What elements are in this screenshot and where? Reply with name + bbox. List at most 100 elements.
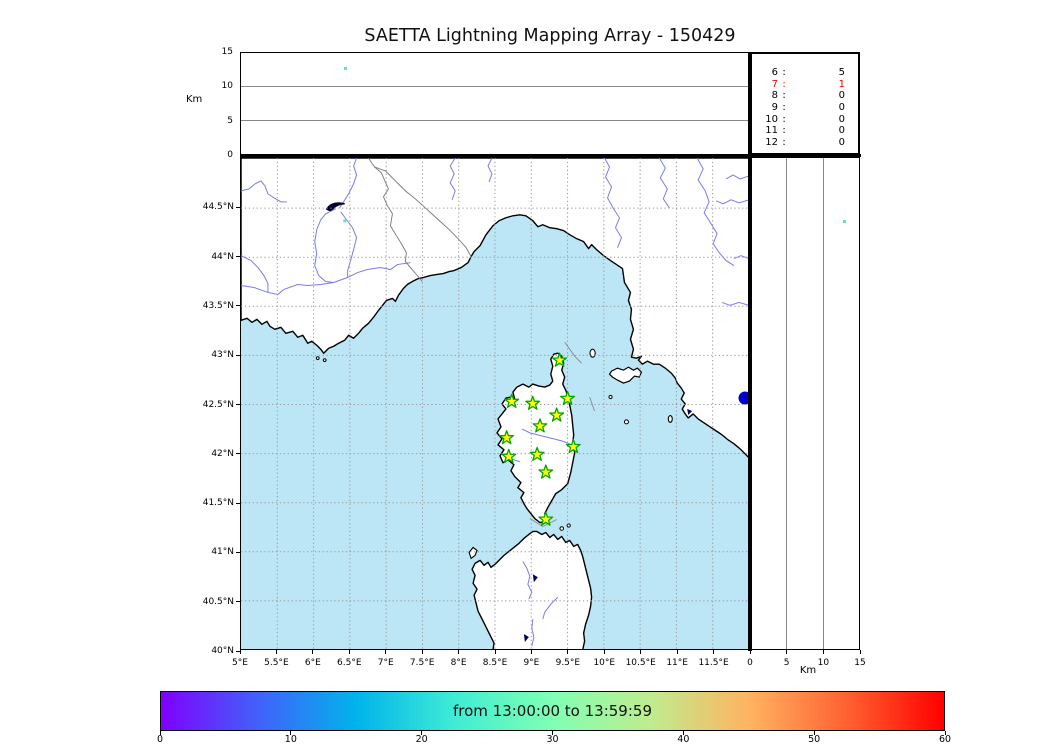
lon-tick-label: 5°E [232,658,248,668]
colorbar-tick-label: 30 [546,734,559,745]
separator-cell: : [782,137,786,149]
count-cell: 0 [838,113,845,125]
colorbar-tick-mark [813,731,815,735]
lon-tick-mark [494,650,496,654]
lon-tick-label: 8°E [450,658,467,668]
lat-tick-label: 44.5°N [202,202,234,213]
island-montecristo [623,419,629,425]
lat-tick-mark [236,502,240,504]
hour-cell: 6 [771,67,778,78]
lat-tick-label: 41°N [211,547,234,558]
sea-lines [529,341,596,528]
lon-tick-label: 6°E [304,658,321,668]
coastline-mainland [241,158,749,459]
hour-cell: 9 [771,102,778,114]
lat-tick-mark [236,601,240,603]
island-asinara [468,546,478,560]
altitude-unit-label-bottom: Km [799,665,817,676]
separator-cell: : [782,78,786,90]
lat-tick-label: 44°N [211,251,234,262]
island-capraia [589,348,596,358]
colorbar-tick-label: 60 [938,734,952,745]
lma-station-star [538,511,554,526]
altitude-gridline [241,120,749,122]
altitude-tick-label-bottom: 15 [854,658,866,668]
separator-cell: : [782,125,786,137]
colorbar-tick-mark [552,731,553,735]
altitude-tick-label-left: 5 [227,115,233,126]
lightning-detection-dot [343,67,347,71]
station-count-row: 12: 0 [752,137,858,149]
lma-station-star [501,448,517,464]
station-count-row: 7: 1 [752,79,858,91]
lma-station-star [560,390,576,406]
islands-maddalena-2 [566,523,571,528]
count-cell: 0 [838,125,845,137]
lon-tick-mark [530,650,532,654]
lma-station-star [499,430,515,445]
lon-tick-label: 11.5°E [698,658,729,668]
altitude-tick-mark-bottom [822,650,824,654]
coastline-corsica [496,352,576,524]
hour-cell: 12 [765,137,778,149]
island-elba [608,366,643,384]
lon-tick-label: 10.5°E [625,658,656,668]
altitude-longitude-panel [240,52,750,155]
lon-tick-label: 9.5°E [555,658,581,668]
lma-station-star [504,393,520,409]
lma-station-star [549,407,565,422]
lat-tick-label: 43.5°N [202,300,234,311]
altitude-tick-label-left: 0 [227,150,233,160]
islands-hyeres-1 [315,356,320,361]
lat-tick-mark [236,551,240,553]
station-count-row: 11: 0 [752,125,858,137]
map-detections [343,219,347,223]
altitude-tick-label-bottom: 0 [747,658,753,668]
lon-tick-mark [640,650,642,654]
lon-tick-label: 6.5°E [337,658,362,668]
lat-tick-mark [236,354,240,356]
colorbar-tick-mark [682,731,684,735]
separator-cell: : [782,102,786,114]
lon-tick-mark [275,650,277,654]
rivers [241,158,749,647]
altitude-latitude-panel [750,157,860,650]
lon-tick-label: 8.5°E [482,658,508,668]
map-canvas [241,158,749,649]
altitude-gridline [241,86,749,88]
altitude-tick-mark-bottom [859,650,861,654]
lon-tick-mark [603,650,605,654]
station-count-row: 6: 5 [752,67,858,79]
colorbar-tick-mark [159,731,161,735]
colorbar-tick-mark [421,731,423,735]
station-count-row: 8: 0 [752,90,858,102]
lma-station-star [529,446,545,462]
lat-tick-mark [236,453,240,455]
colorbar-tick-mark [290,731,292,735]
station-count-table: 6: 5 7: 1 8: 0 9: 0 10: 0 11: 0 12: 0 [750,52,860,155]
lma-stations [499,352,581,526]
lon-tick-mark [239,650,241,654]
altitude-tick-label-left: 15 [221,47,233,57]
lake-sardinia-south [523,634,529,643]
lat-tick-mark [236,206,240,208]
island-pianosa [608,394,613,400]
lon-tick-mark [312,650,314,654]
lma-station-star [532,418,548,433]
colorbar-tick-label: 20 [415,734,428,745]
altitude-tick-label-bottom: 5 [783,658,790,668]
lon-tick-mark [385,650,387,654]
lon-tick-mark [348,650,350,654]
islands-hyeres-2 [322,358,327,363]
station-count-row: 10: 0 [752,114,858,126]
colorbar-tick-mark [944,731,946,735]
count-cell: 0 [838,90,845,102]
lon-tick-mark [713,650,715,654]
hour-cell: 8 [771,90,778,102]
lon-tick-label: 9°E [523,658,540,668]
lat-tick-mark [236,305,240,307]
lon-tick-label: 7°E [377,658,394,668]
lightning-detection-dot [842,219,846,223]
lon-tick-label: 7.5°E [409,658,435,668]
altitude-tick-mark-bottom [786,650,788,654]
